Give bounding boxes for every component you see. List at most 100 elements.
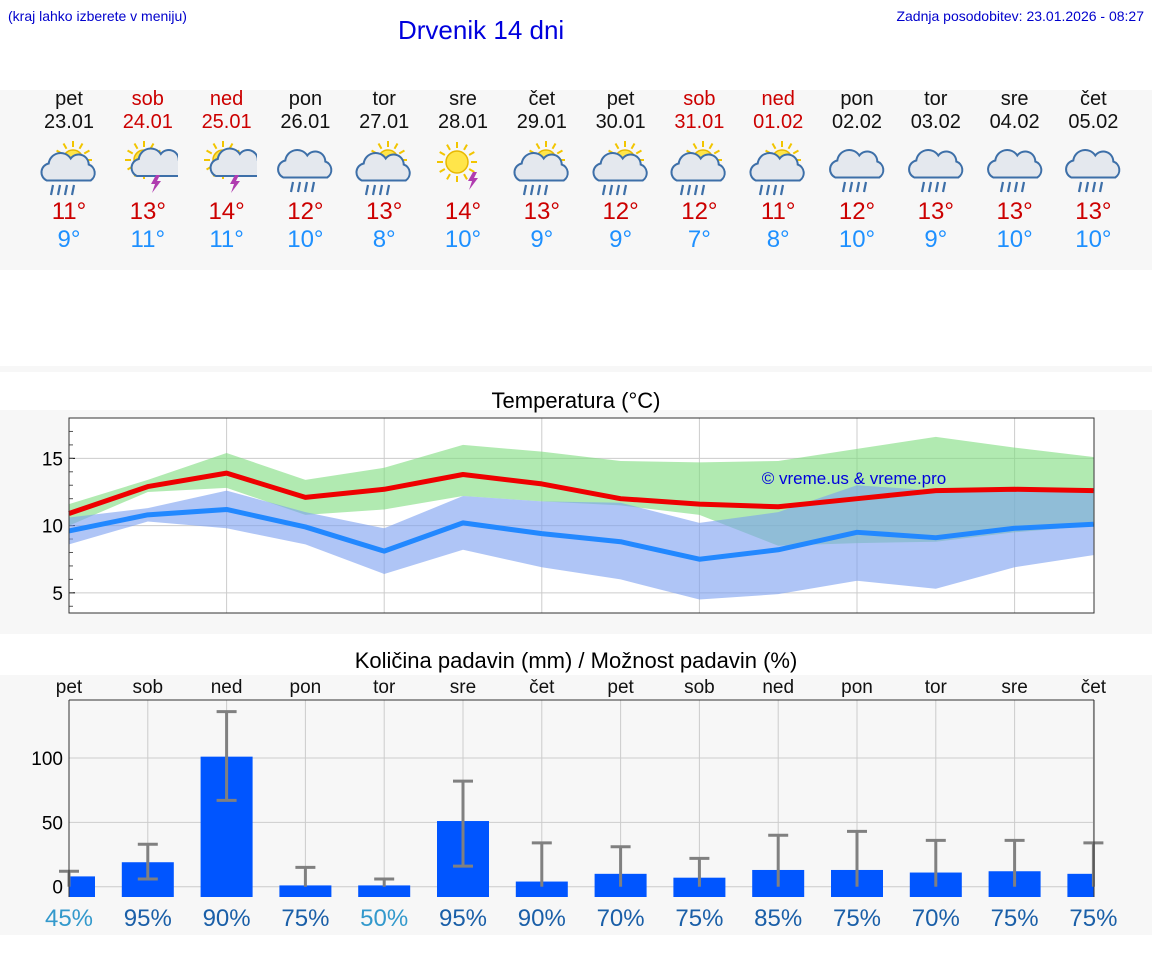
day-name: sre — [1000, 88, 1029, 110]
day-name: sre — [449, 88, 477, 110]
temp-min: 7° — [687, 226, 711, 253]
day-label: tor — [373, 677, 396, 698]
max-point — [541, 483, 543, 485]
day-label: pet — [607, 677, 634, 698]
day-date: 27.01 — [359, 111, 410, 133]
precip-chance: 70% — [912, 905, 960, 932]
temp-min: 10° — [444, 226, 482, 253]
sun-cloud-rain-icon — [355, 141, 411, 196]
day-name: tor — [924, 88, 948, 110]
weather-icon-box — [976, 138, 1054, 198]
day-column: pon 26.01 12° 10° — [266, 88, 344, 254]
day-date: 02.02 — [831, 111, 883, 133]
precip-chance: 75% — [833, 905, 881, 932]
weather-icon-box — [345, 138, 423, 198]
precip-chance: 95% — [439, 905, 487, 932]
temp-max: 11° — [51, 198, 87, 225]
weather-icon-box — [424, 138, 502, 198]
sun-cloud-rain-icon — [749, 141, 805, 196]
day-column: ned 25.01 14° 11° — [188, 88, 266, 254]
day-date: 01.02 — [753, 111, 804, 133]
temp-min: 10° — [1075, 226, 1112, 253]
page-title: Drvenik 14 dni — [398, 15, 565, 45]
day-label: pet — [56, 677, 83, 698]
day-label: pon — [841, 677, 873, 698]
day-label: pon — [290, 677, 322, 698]
precip-bar — [358, 885, 411, 897]
temp-min: 9° — [609, 226, 633, 253]
day-column: čet 05.02 13° 10° — [1054, 88, 1132, 254]
weather-icon-box — [739, 138, 817, 198]
watermark: © vreme.us & vreme.pro — [762, 469, 946, 488]
precipitation-chart: pet sob ned pon tor sre čet pet sob ned pon tor sre č… — [31, 677, 1117, 932]
temp-max: 13° — [523, 198, 560, 225]
precipitation-chart-title: Količina padavin (mm) / Možnost padavin … — [354, 648, 798, 673]
temperature-chart-title: Temperatura (°C) — [491, 388, 661, 413]
plot-frame — [68, 417, 1095, 614]
max-point — [383, 488, 385, 490]
location-menu-hint[interactable]: (kraj lahko izberete v meniju) — [8, 8, 187, 24]
day-date: 30.01 — [595, 111, 646, 133]
temp-min: 10° — [287, 226, 324, 253]
day-date: 25.01 — [201, 111, 252, 133]
day-label: čet — [1081, 677, 1107, 698]
day-label: sre — [1001, 677, 1027, 698]
day-label: sob — [132, 677, 163, 698]
min-point — [462, 522, 464, 524]
temp-max: 12° — [287, 198, 324, 225]
precip-chance: 85% — [754, 905, 802, 932]
day-name: pon — [840, 88, 874, 110]
day-date: 05.02 — [1068, 111, 1119, 133]
max-point — [856, 498, 858, 500]
temp-min: 8° — [766, 226, 790, 253]
precip-bar — [69, 876, 95, 897]
sun-cloud-rain-icon — [592, 141, 648, 196]
day-date: 26.01 — [280, 111, 331, 133]
day-date: 28.01 — [437, 111, 489, 133]
precip-chance: 90% — [518, 905, 566, 932]
day-date: 31.01 — [674, 111, 725, 133]
temp-max: 13° — [996, 198, 1033, 225]
day-column: pon 02.02 12° 10° — [818, 88, 896, 254]
cloud-rain-icon — [1065, 149, 1121, 193]
max-temp-line — [68, 470, 1094, 516]
day-column: pet 30.01 12° 9° — [582, 88, 660, 254]
sun-cloud-rain-icon — [513, 141, 569, 196]
cloud-rain-icon — [829, 149, 885, 193]
weather-icon-box — [266, 138, 344, 198]
divider — [0, 366, 1152, 372]
day-name: pet — [606, 88, 635, 110]
temp-max: 13° — [129, 198, 166, 225]
precip-chance: 75% — [991, 905, 1039, 932]
cloud-rain-icon — [277, 149, 333, 193]
day-name: ned — [209, 88, 244, 110]
day-column: tor 27.01 13° 8° — [345, 88, 423, 254]
min-point — [935, 537, 937, 539]
temp-max: 12° — [838, 198, 876, 225]
max-point — [777, 506, 779, 508]
min-point — [541, 533, 543, 535]
precip-chance: 50% — [360, 905, 408, 932]
temp-max: 12° — [602, 198, 639, 225]
cloud-rain-icon — [907, 149, 964, 193]
temp-max: 11° — [760, 198, 796, 225]
max-point — [304, 496, 306, 498]
day-name: pet — [55, 88, 83, 110]
weather-icon-box — [582, 138, 660, 198]
day-column: sre 04.02 13° 10° — [976, 88, 1054, 254]
day-column: pet 23.01 11° 9° — [30, 88, 108, 254]
max-point — [698, 503, 700, 505]
weather-icon-box — [188, 138, 266, 198]
day-column: sre 28.01 14° 10° — [424, 88, 502, 254]
day-name: ned — [761, 88, 795, 110]
day-column: ned 01.02 11° 8° — [739, 88, 817, 254]
temp-min: 8° — [372, 226, 396, 253]
day-name: čet — [528, 88, 556, 110]
max-point — [147, 486, 149, 488]
temp-min: 9° — [530, 226, 554, 253]
cloud-rain-icon — [986, 149, 1042, 193]
sun-cloud-thunder-icon — [203, 141, 257, 193]
sun-thunder-icon — [437, 142, 478, 190]
temp-max: 13° — [366, 198, 403, 225]
min-point — [226, 508, 228, 510]
